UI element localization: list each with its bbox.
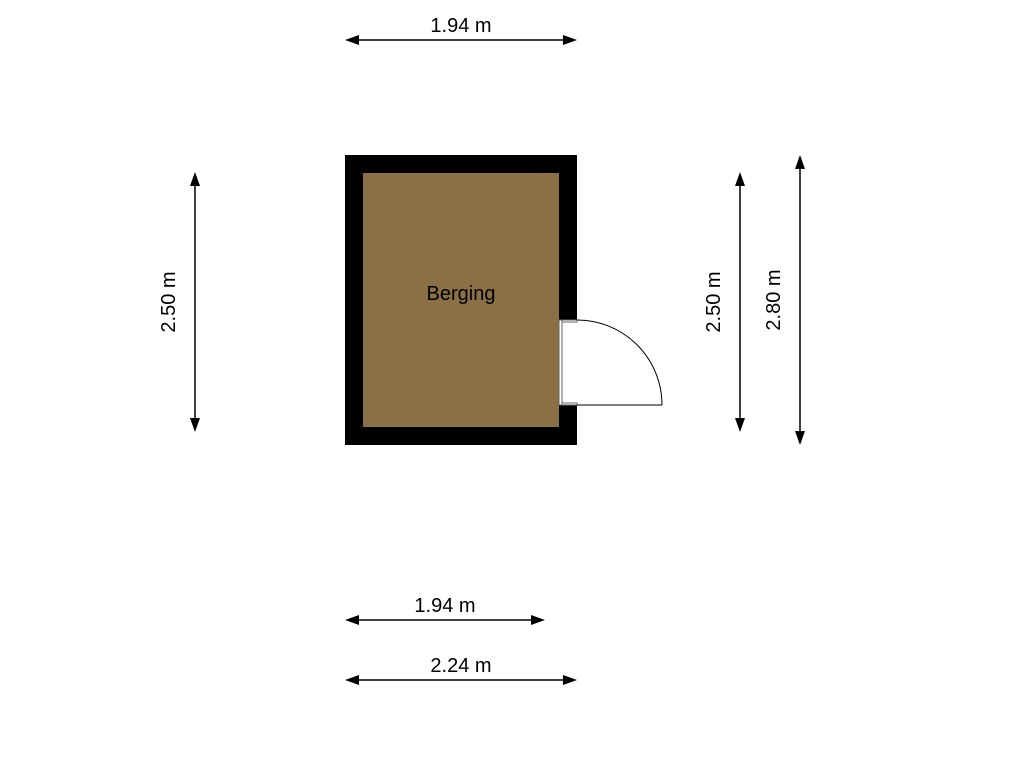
dimension-right-outer-height: 2.80 m: [763, 169, 800, 431]
dim-label: 2.80 m: [763, 269, 785, 330]
arrowhead-icon: [190, 418, 200, 432]
door-frame: [559, 320, 562, 405]
arrowhead-icon: [795, 155, 805, 169]
room: Berging: [345, 155, 662, 445]
door-swing-arc: [577, 320, 662, 405]
dim-label: 2.50 m: [703, 271, 725, 332]
dimension-top-inner-width: 1.94 m: [359, 15, 563, 40]
dimension-bottom-inner-width: 1.94 m: [359, 595, 531, 620]
arrowhead-icon: [735, 418, 745, 432]
dim-label: 2.24 m: [430, 655, 491, 677]
arrowhead-icon: [735, 172, 745, 186]
room-label: Berging: [427, 283, 496, 305]
dim-label: 2.50 m: [158, 271, 180, 332]
floorplan-canvas: Berging 1.94 m 1.94 m 2.24 m 2.50 m 2.50 m 2.…: [0, 0, 1024, 768]
arrowhead-icon: [795, 431, 805, 445]
arrowhead-icon: [345, 615, 359, 625]
dim-label: 1.94 m: [430, 15, 491, 37]
arrowhead-icon: [563, 35, 577, 45]
arrowhead-icon: [190, 172, 200, 186]
arrowhead-icon: [563, 675, 577, 685]
dimension-right-inner-height: 2.50 m: [703, 186, 740, 418]
arrowhead-icon: [345, 675, 359, 685]
arrowhead-icon: [531, 615, 545, 625]
dimension-left-inner-height: 2.50 m: [158, 186, 195, 418]
dimension-bottom-outer-width: 2.24 m: [359, 655, 563, 680]
dim-label: 1.94 m: [414, 595, 475, 617]
arrowhead-icon: [345, 35, 359, 45]
